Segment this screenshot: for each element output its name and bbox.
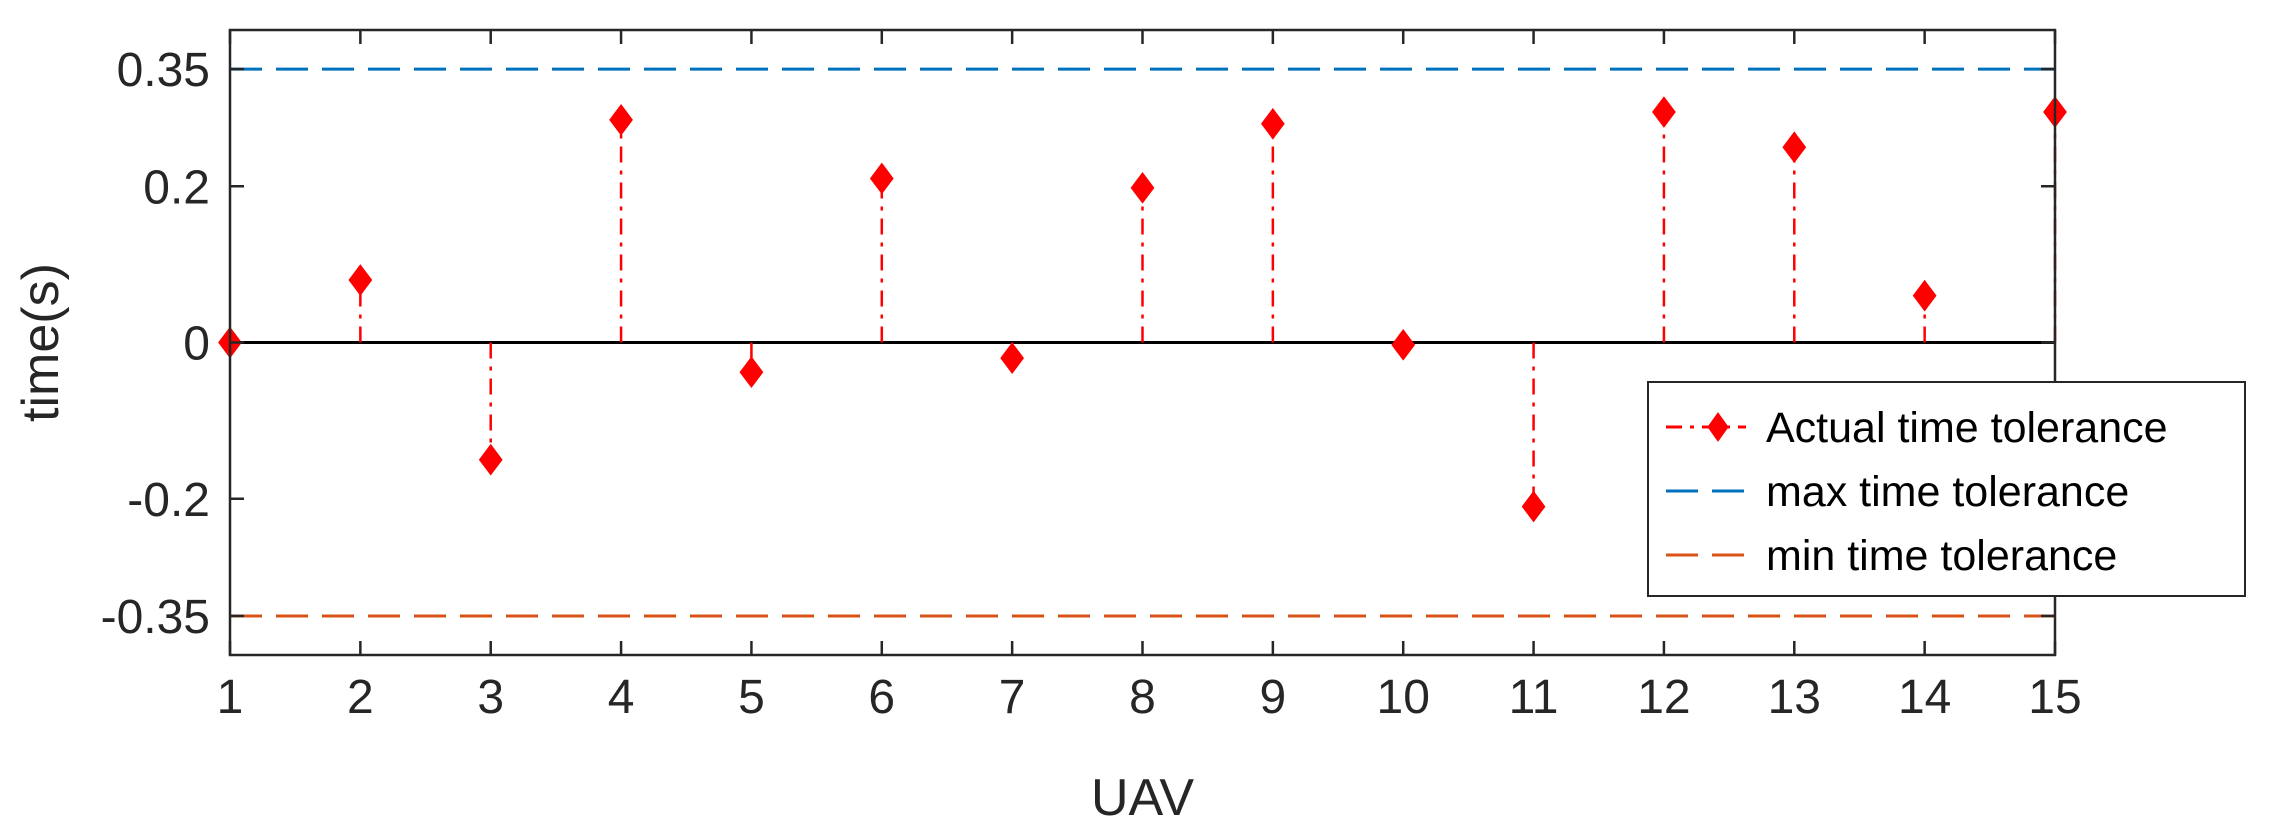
data-point-marker [739,356,764,389]
y-tick-label: 0.2 [143,161,210,214]
data-point-marker [1521,490,1546,523]
x-tick-label: 3 [477,671,504,724]
legend-label: Actual time tolerance [1766,404,2168,452]
reference-lines [230,67,2055,618]
x-tick-label: 12 [1637,671,1690,724]
y-tick-label: -0.35 [101,591,210,644]
x-tick-label: 11 [1509,671,1559,724]
data-point-marker [1782,131,1807,164]
data-point-marker [1260,107,1285,140]
x-tick-label: 13 [1768,671,1821,724]
data-point-marker [869,162,894,195]
data-point-marker [1000,342,1025,374]
y-tick-label: -0.2 [127,474,210,527]
data-point-marker [609,104,633,136]
y-axis-label: time(s) [12,263,70,422]
legend-box [1647,381,2246,597]
x-axis-ticks: 1 2 3 4 5 6 7 8 9 10 11 12 13 14 15 [217,30,2082,724]
data-point-marker [478,443,503,476]
data-point-marker [1391,329,1416,361]
data-point-marker [348,264,373,296]
legend: Actual time tolerance max time tolerance m… [1647,381,2246,597]
legend-label: max time tolerance [1766,468,2129,516]
x-tick-label: 5 [738,671,765,724]
x-tick-label: 14 [1898,671,1951,724]
y-tick-label: 0.35 [117,44,210,97]
x-tick-label: 1 [217,671,244,724]
y-axis-ticks: -0.35 -0.2 0 0.2 0.35 [101,44,2055,644]
legend-swatch-marker [1707,412,1729,442]
x-tick-label: 10 [1377,671,1430,724]
x-tick-label: 7 [999,671,1026,724]
x-tick-label: 15 [2028,671,2081,724]
data-point-marker [1912,279,1937,312]
legend-label: min time tolerance [1766,532,2117,580]
data-point-marker [1130,171,1155,204]
x-tick-label: 2 [347,671,374,724]
x-tick-label: 8 [1129,671,1156,724]
y-tick-label: 0 [183,318,210,371]
x-axis-label: UAV [1091,769,1194,827]
x-tick-label: 6 [868,671,895,724]
x-tick-label: 9 [1260,671,1287,724]
data-point-marker [1652,96,1676,128]
x-tick-label: 4 [608,671,635,724]
legend-entries: Actual time tolerance max time tolerance m… [1666,404,2168,580]
